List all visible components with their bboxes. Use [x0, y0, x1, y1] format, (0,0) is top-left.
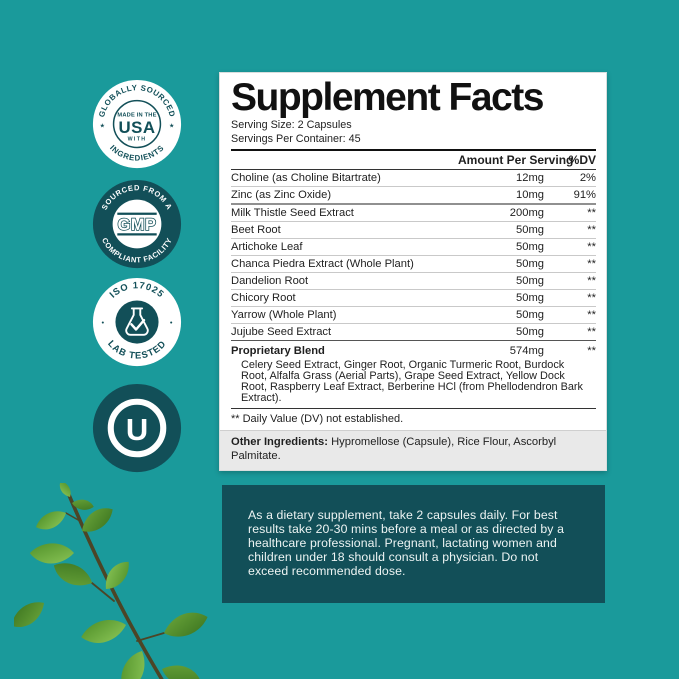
table-row: Proprietary Blend 574mg **	[231, 343, 596, 358]
proprietary-blend-section: Proprietary Blend 574mg ** Celery Seed E…	[231, 341, 596, 408]
directions-text: As a dietary supplement, take 2 capsules…	[248, 508, 565, 578]
ingredient-amount: 50mg	[516, 292, 544, 305]
ingredient-dv: 91%	[573, 188, 596, 201]
table-row: Yarrow (Whole Plant) 50mg **	[231, 307, 596, 325]
ingredient-dv: **	[587, 224, 596, 236]
dot-icon: •	[101, 318, 104, 327]
ingredient-dv: **	[587, 326, 596, 339]
servings-per-container: Servings Per Container: 45	[231, 132, 361, 145]
leaf-branch-image	[14, 483, 211, 679]
ingredient-amount: 50mg	[516, 275, 544, 288]
ingredient-dv: 2%	[579, 171, 596, 184]
leaf-cluster	[14, 483, 211, 679]
table-header-row: Amount Per Serving %DV	[231, 151, 596, 170]
table-row: Chanca Piedra Extract (Whole Plant) 50mg…	[231, 256, 596, 274]
table-row: Milk Thistle Seed Extract 200mg **	[231, 205, 596, 222]
ingredient-dv: **	[587, 206, 596, 219]
ingredient-amount: 50mg	[516, 241, 544, 254]
iso-badge-icon: ISO 17025 LAB TESTED • •	[92, 277, 182, 367]
ingredient-dv: **	[587, 241, 596, 254]
ingredient-name: Milk Thistle Seed Extract	[231, 206, 354, 219]
divider	[231, 407, 596, 409]
table-row: Dandelion Root 50mg **	[231, 273, 596, 291]
usa-badge: GLOBALLY SOURCED INGREDIENTS ★ ★ MADE IN…	[92, 79, 182, 169]
column-header-amount: Amount Per Serving	[458, 153, 574, 168]
ingredient-dv: **	[587, 275, 596, 288]
ingredient-amount: 50mg	[516, 224, 544, 236]
kosher-badge-letter: U	[126, 412, 148, 447]
iso-lab-tested-badge: ISO 17025 LAB TESTED • •	[92, 277, 182, 367]
table-row: Choline (as Choline Bitartrate) 12mg 2%	[231, 170, 596, 187]
ingredient-amount: 50mg	[516, 309, 544, 322]
ingredient-amount: 50mg	[516, 258, 544, 271]
gmp-badge-icon: SOURCED FROM A COMPLIANT FACILITY GMP	[92, 179, 182, 269]
other-ingredients-section: Other Ingredients: Hypromellose (Capsule…	[220, 430, 606, 470]
supplement-facts-panel: Supplement Facts Serving Size: 2 Capsule…	[219, 72, 607, 471]
gmp-badge-center: GMP	[118, 216, 157, 234]
divider	[231, 149, 596, 152]
ingredient-name: Yarrow (Whole Plant)	[231, 309, 337, 322]
ingredient-name: Dandelion Root	[231, 275, 309, 288]
table-row: Zinc (as Zinc Oxide) 10mg 91%	[231, 187, 596, 205]
gmp-badge: SOURCED FROM A COMPLIANT FACILITY GMP	[92, 179, 182, 269]
ingredient-name: Zinc (as Zinc Oxide)	[231, 188, 332, 201]
usa-badge-line1: MADE IN THE	[117, 113, 156, 119]
serving-size: Serving Size: 2 Capsules	[231, 119, 352, 131]
usa-badge-icon: GLOBALLY SOURCED INGREDIENTS ★ ★ MADE IN…	[92, 79, 182, 169]
ingredient-dv: **	[587, 309, 596, 322]
blend-amount: 574mg	[509, 344, 544, 357]
ingredient-name: Choline (as Choline Bitartrate)	[231, 171, 381, 184]
blend-name: Proprietary Blend	[231, 344, 325, 357]
table-row: Chicory Root 50mg **	[231, 290, 596, 308]
ingredient-name: Artichoke Leaf	[231, 241, 303, 254]
ingredient-name: Beet Root	[231, 224, 281, 236]
blend-detail: Celery Seed Extract, Ginger Root, Organi…	[241, 359, 583, 405]
ingredient-dv: **	[587, 292, 596, 305]
usa-badge-line2: USA	[118, 118, 155, 137]
flask-check-icon	[125, 307, 149, 336]
table-row: Artichoke Leaf 50mg **	[231, 239, 596, 257]
usa-badge-line3: WITH	[128, 136, 147, 142]
ingredient-amount: 200mg	[509, 206, 544, 219]
dot-icon: •	[170, 318, 173, 327]
ingredient-name: Chanca Piedra Extract (Whole Plant)	[231, 258, 414, 271]
table-row: Beet Root 50mg **	[231, 222, 596, 240]
directions-box: As a dietary supplement, take 2 capsules…	[222, 485, 605, 603]
other-ingredients-label: Other Ingredients:	[231, 436, 328, 448]
kosher-badge: U	[92, 383, 182, 473]
kosher-badge-icon: U	[92, 383, 182, 473]
ingredient-amount: 12mg	[516, 171, 544, 184]
column-header-dv: %DV	[568, 153, 596, 168]
ingredient-dv: **	[587, 258, 596, 271]
daily-value-footnote: ** Daily Value (DV) not established.	[231, 412, 404, 425]
star-icon: ★	[169, 122, 174, 129]
other-ingredients-text: Hypromellose (Capsule), Rice Flour, Asco…	[231, 436, 557, 462]
ingredient-amount: 50mg	[516, 326, 544, 339]
panel-title: Supplement Facts	[231, 76, 544, 119]
ingredient-name: Chicory Root	[231, 292, 296, 305]
ingredient-name: Jujube Seed Extract	[231, 326, 332, 339]
star-icon: ★	[100, 122, 105, 129]
blend-dv: **	[587, 344, 596, 357]
ingredient-amount: 10mg	[516, 188, 544, 201]
table-row: Jujube Seed Extract 50mg **	[231, 324, 596, 342]
